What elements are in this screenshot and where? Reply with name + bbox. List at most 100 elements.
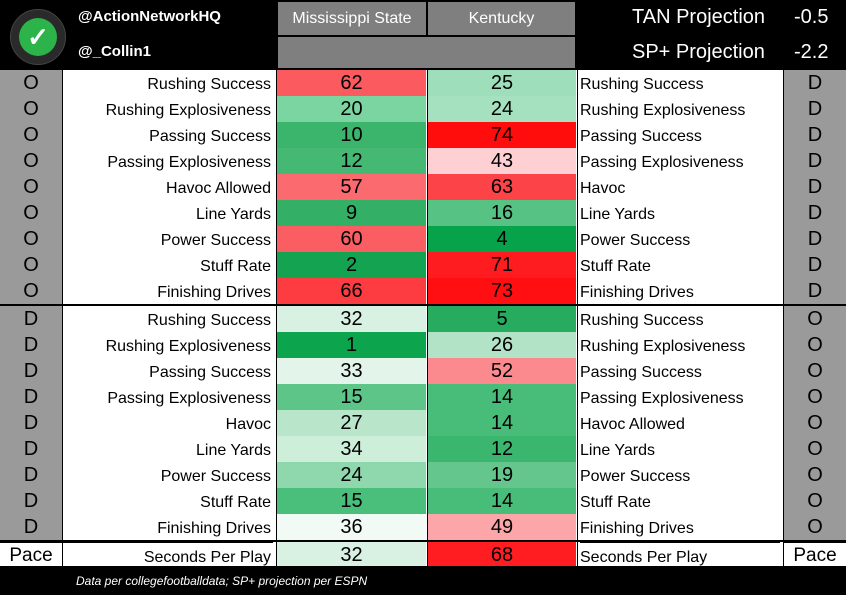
table-row: D Rushing Success 32 5 Rushing Success O — [0, 306, 846, 332]
column-divider — [577, 70, 578, 566]
right-stat-label: Passing Success — [580, 128, 702, 145]
column-divider — [427, 70, 428, 566]
mississippi-state-value: 9 — [277, 200, 426, 226]
kentucky-value: 4 — [428, 226, 576, 252]
left-side-marker: O — [0, 278, 62, 304]
right-stat-label: Seconds Per Play — [580, 542, 780, 568]
left-side-marker: D — [0, 358, 62, 384]
left-side-marker: O — [0, 174, 62, 200]
right-side-marker: D — [784, 278, 846, 304]
matchup-table: O Rushing Success 62 25 Rushing Success D O Rus… — [0, 70, 846, 568]
left-side-marker: O — [0, 70, 62, 96]
right-stat-label: Passing Success — [580, 364, 702, 381]
left-stat-label: Rushing Explosiveness — [105, 102, 271, 119]
left-side-marker: D — [0, 462, 62, 488]
table-row: O Rushing Explosiveness 20 24 Rushing Explos… — [0, 96, 846, 122]
pace-separator — [0, 540, 846, 542]
mississippi-state-value: 2 — [277, 252, 426, 278]
right-side-marker: D — [784, 96, 846, 122]
team-header-mississippi-state: Mississippi State — [278, 2, 426, 35]
left-stat-label: Rushing Success — [147, 76, 271, 93]
mississippi-state-value: 1 — [277, 332, 426, 358]
right-side-marker: O — [784, 514, 846, 540]
kentucky-value: 68 — [428, 542, 576, 568]
right-side-marker: O — [784, 410, 846, 436]
checkmark-icon: ✓ — [19, 18, 57, 56]
left-stat-label: Havoc — [225, 416, 271, 433]
kentucky-value: 12 — [428, 436, 576, 462]
mississippi-state-value: 33 — [277, 358, 426, 384]
mississippi-state-value: 36 — [277, 514, 426, 540]
left-stat-label: Stuff Rate — [200, 494, 271, 511]
right-side-marker: D — [784, 252, 846, 278]
left-side-marker: D — [0, 488, 62, 514]
right-side-marker: D — [784, 200, 846, 226]
right-side-marker: O — [784, 436, 846, 462]
kentucky-value: 24 — [428, 96, 576, 122]
mississippi-state-value: 57 — [277, 174, 426, 200]
kentucky-value: 26 — [428, 332, 576, 358]
table-row: O Passing Success 10 74 Passing Success D — [0, 122, 846, 148]
left-side-marker: D — [0, 384, 62, 410]
mississippi-state-value: 60 — [277, 226, 426, 252]
twitter-handle-primary: @ActionNetworkHQ — [78, 8, 221, 25]
team-subheader — [278, 37, 575, 68]
kentucky-value: 71 — [428, 252, 576, 278]
table-row: O Power Success 60 4 Power Success D — [0, 226, 846, 252]
table-row: O Passing Explosiveness 12 43 Passing Explos… — [0, 148, 846, 174]
left-stat-label: Stuff Rate — [200, 258, 271, 275]
left-stat-label: Rushing Explosiveness — [105, 338, 271, 355]
right-stat-label: Line Yards — [580, 206, 656, 223]
table-row: D Rushing Explosiveness 1 26 Rushing Explosi… — [0, 332, 846, 358]
left-side-marker: D — [0, 436, 62, 462]
kentucky-value: 19 — [428, 462, 576, 488]
kentucky-value: 14 — [428, 384, 576, 410]
table-row: O Finishing Drives 66 73 Finishing Drives D — [0, 278, 846, 304]
right-side-marker: O — [784, 488, 846, 514]
table-row: O Havoc Allowed 57 63 Havoc D — [0, 174, 846, 200]
table-row: O Rushing Success 62 25 Rushing Success D — [0, 70, 846, 96]
right-side-marker: D — [784, 122, 846, 148]
mississippi-state-value: 15 — [277, 384, 426, 410]
right-stat-label: Passing Explosiveness — [580, 390, 744, 407]
mississippi-state-value: 20 — [277, 96, 426, 122]
right-side-marker: O — [784, 358, 846, 384]
right-stat-label: Stuff Rate — [580, 494, 651, 511]
table-row: D Line Yards 34 12 Line Yards O — [0, 436, 846, 462]
right-side-marker: O — [784, 306, 846, 332]
left-side-marker: D — [0, 332, 62, 358]
right-stat-label: Havoc Allowed — [580, 416, 685, 433]
right-stat-label: Rushing Explosiveness — [580, 102, 746, 119]
left-stat-label: Finishing Drives — [157, 520, 271, 537]
table-row: O Stuff Rate 2 71 Stuff Rate D — [0, 252, 846, 278]
table-row: D Passing Explosiveness 15 14 Passing Explos… — [0, 384, 846, 410]
mississippi-state-value: 32 — [277, 306, 426, 332]
left-stat-label: Havoc Allowed — [166, 180, 271, 197]
right-stat-label: Passing Explosiveness — [580, 154, 744, 171]
left-stat-label: Line Yards — [195, 206, 271, 223]
column-divider — [783, 70, 784, 566]
left-stat-label: Passing Success — [149, 364, 271, 381]
kentucky-value: 74 — [428, 122, 576, 148]
sp-projection-value: -2.2 — [794, 41, 829, 63]
mississippi-state-value: 66 — [277, 278, 426, 304]
right-stat-label: Stuff Rate — [580, 258, 651, 275]
header-bar: ✓ @ActionNetworkHQ @_Collin1 Mississippi… — [0, 0, 846, 70]
right-stat-label: Finishing Drives — [580, 284, 694, 301]
right-side-marker: D — [784, 70, 846, 96]
right-stat-label: Finishing Drives — [580, 520, 694, 537]
mississippi-state-value: 32 — [277, 542, 426, 568]
footer-bar: Data per collegefootballdata; SP+ projec… — [0, 566, 846, 595]
mississippi-state-value: 24 — [277, 462, 426, 488]
tan-projection-value: -0.5 — [794, 6, 829, 28]
offense-defense-separator — [0, 304, 846, 306]
mississippi-state-value: 34 — [277, 436, 426, 462]
right-stat-label: Power Success — [580, 468, 691, 485]
right-stat-label: Rushing Success — [580, 312, 704, 329]
left-side-marker: O — [0, 200, 62, 226]
right-stat-label: Line Yards — [580, 442, 656, 459]
left-stat-label: Passing Explosiveness — [107, 154, 271, 171]
right-side-marker: O — [784, 332, 846, 358]
right-side-marker: Pace — [784, 542, 846, 568]
table-row: D Stuff Rate 15 14 Stuff Rate O — [0, 488, 846, 514]
